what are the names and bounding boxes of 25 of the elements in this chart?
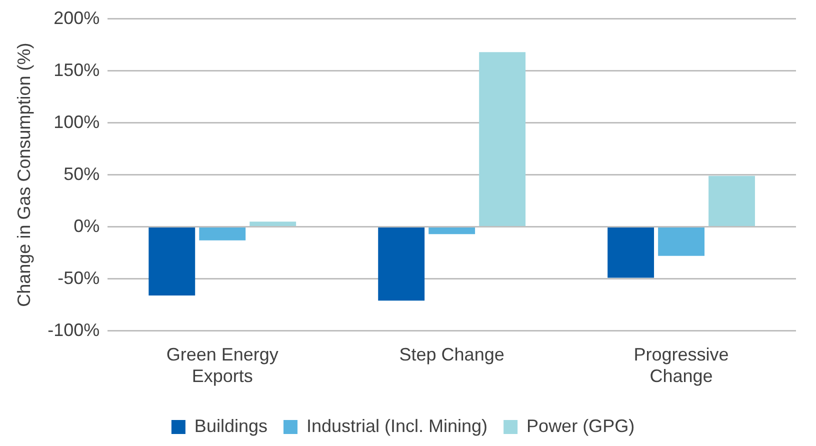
category-label: Progressive: [634, 344, 729, 365]
bar: [378, 228, 425, 301]
y-tick-label: 150%: [54, 60, 100, 80]
y-tick-label: 50%: [64, 164, 100, 184]
legend-label: Power (GPG): [526, 416, 635, 436]
legend-label: Industrial (Incl. Mining): [306, 416, 488, 436]
category-label: Step Change: [399, 344, 504, 365]
bar: [250, 222, 296, 226]
bar: [428, 228, 476, 234]
bar: [608, 228, 654, 278]
y-axis-title: Change in Gas Consumption (%): [14, 42, 34, 307]
bar: [199, 228, 246, 240]
y-tick-label: 100%: [54, 112, 100, 132]
legend-label: Buildings: [194, 416, 268, 436]
y-tick-label: -100%: [48, 320, 100, 340]
y-tick-label: -50%: [58, 268, 100, 288]
category-label: Change: [650, 366, 713, 386]
category-label: Green Energy: [166, 344, 278, 365]
category-label: Exports: [192, 366, 253, 386]
bar: [658, 228, 704, 256]
bar: [479, 52, 526, 226]
bar: [708, 176, 755, 226]
y-tick-label: 0%: [74, 216, 100, 236]
y-tick-label: 200%: [54, 8, 100, 28]
bar: [148, 228, 196, 296]
